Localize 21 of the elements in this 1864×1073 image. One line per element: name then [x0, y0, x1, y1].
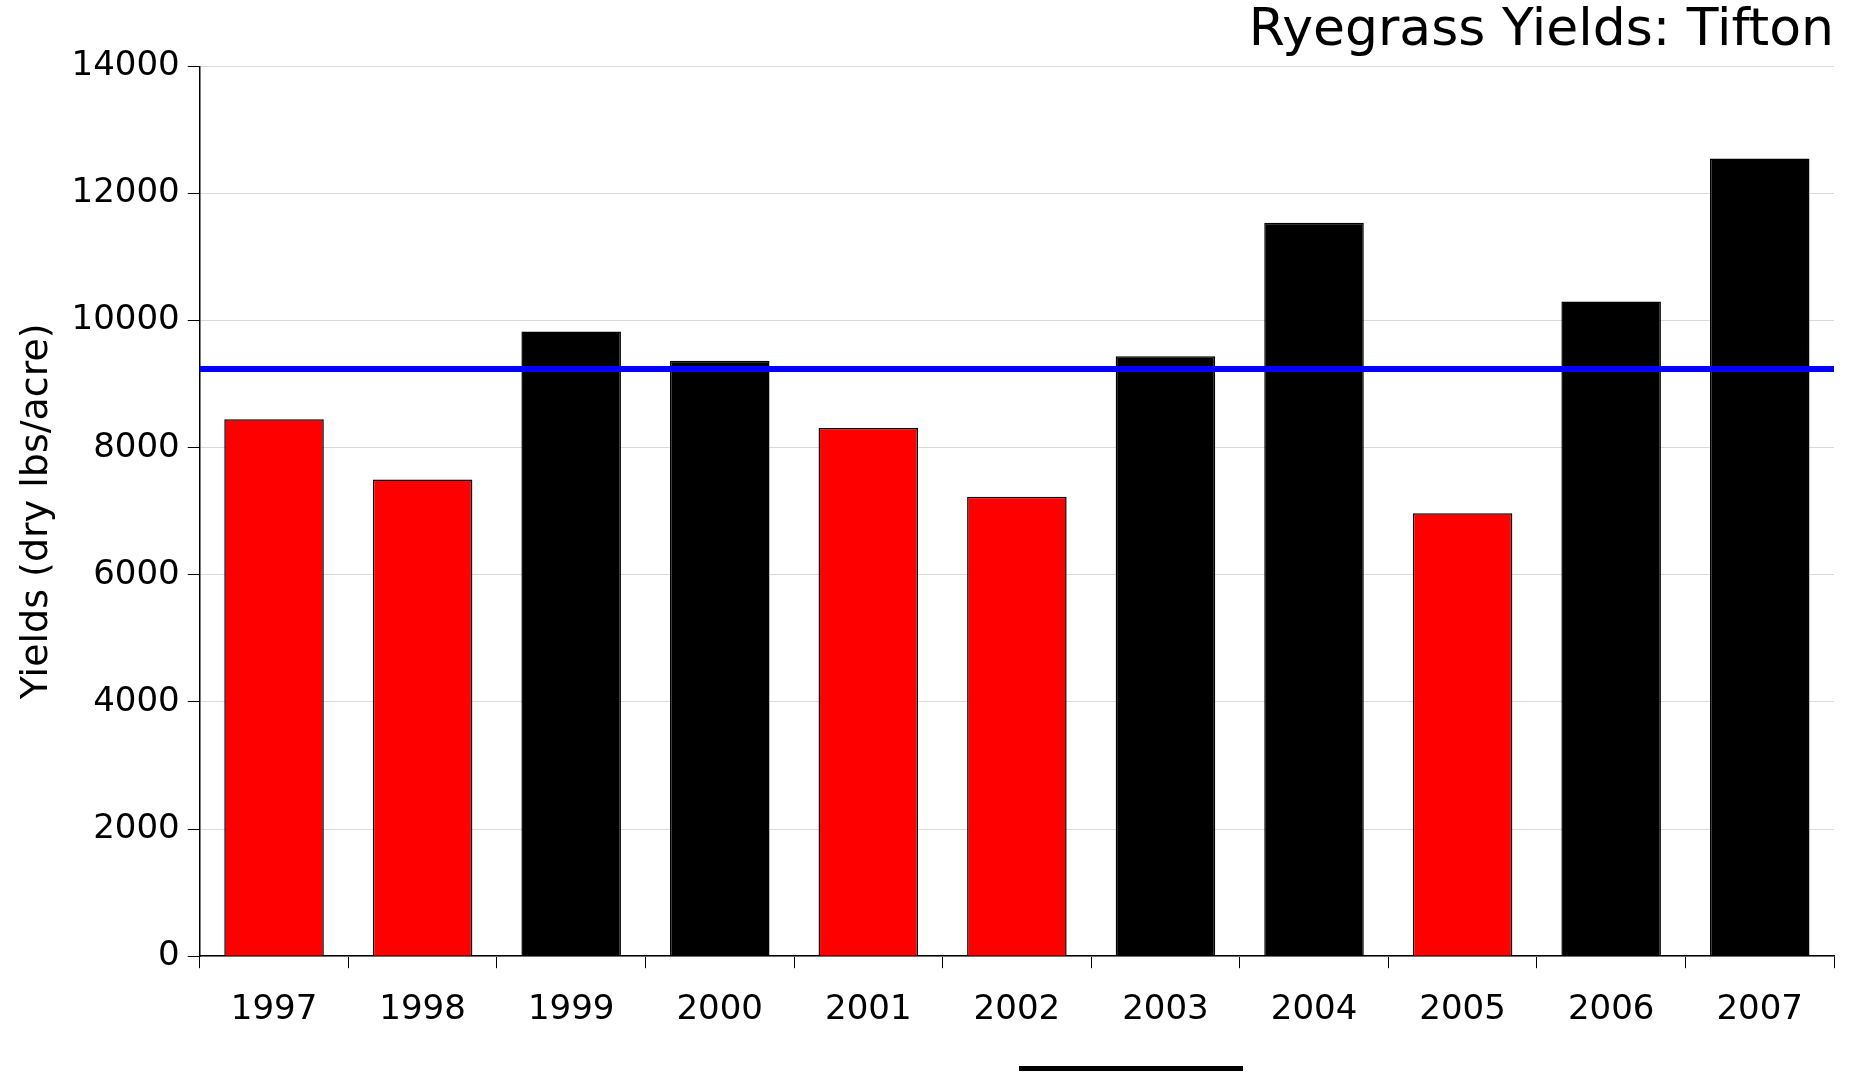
x-tick-label: 2004 — [1270, 987, 1358, 1028]
x-tick-label: 1998 — [379, 987, 466, 1028]
x-tick-label: 2002 — [973, 987, 1061, 1028]
y-tick-label: 2000 — [93, 805, 180, 846]
x-tick-label: 2003 — [1122, 987, 1209, 1028]
chart-title: Ryegrass Yields: Tifton — [1248, 0, 1834, 57]
x-tick-label: 2005 — [1419, 987, 1506, 1028]
x-tick-label: 2001 — [825, 987, 912, 1028]
y-tick-label: 6000 — [93, 551, 180, 592]
x-tick-label: 1997 — [230, 987, 318, 1028]
x-tick-label: 1999 — [527, 987, 615, 1028]
y-tick-label: 14000 — [71, 43, 180, 84]
x-tick-label: 2000 — [676, 987, 764, 1028]
y-tick-label: 4000 — [93, 678, 180, 719]
y-tick-label: 0 — [158, 933, 180, 974]
y-tick-label: 8000 — [93, 424, 180, 465]
x-tick-label: 2006 — [1567, 987, 1655, 1028]
y-tick-label: 12000 — [71, 170, 180, 211]
y-axis-title: Yields (dry lbs/acre) — [11, 323, 56, 701]
x-tick-label: 2007 — [1716, 987, 1803, 1028]
y-tick-label: 10000 — [71, 297, 180, 338]
